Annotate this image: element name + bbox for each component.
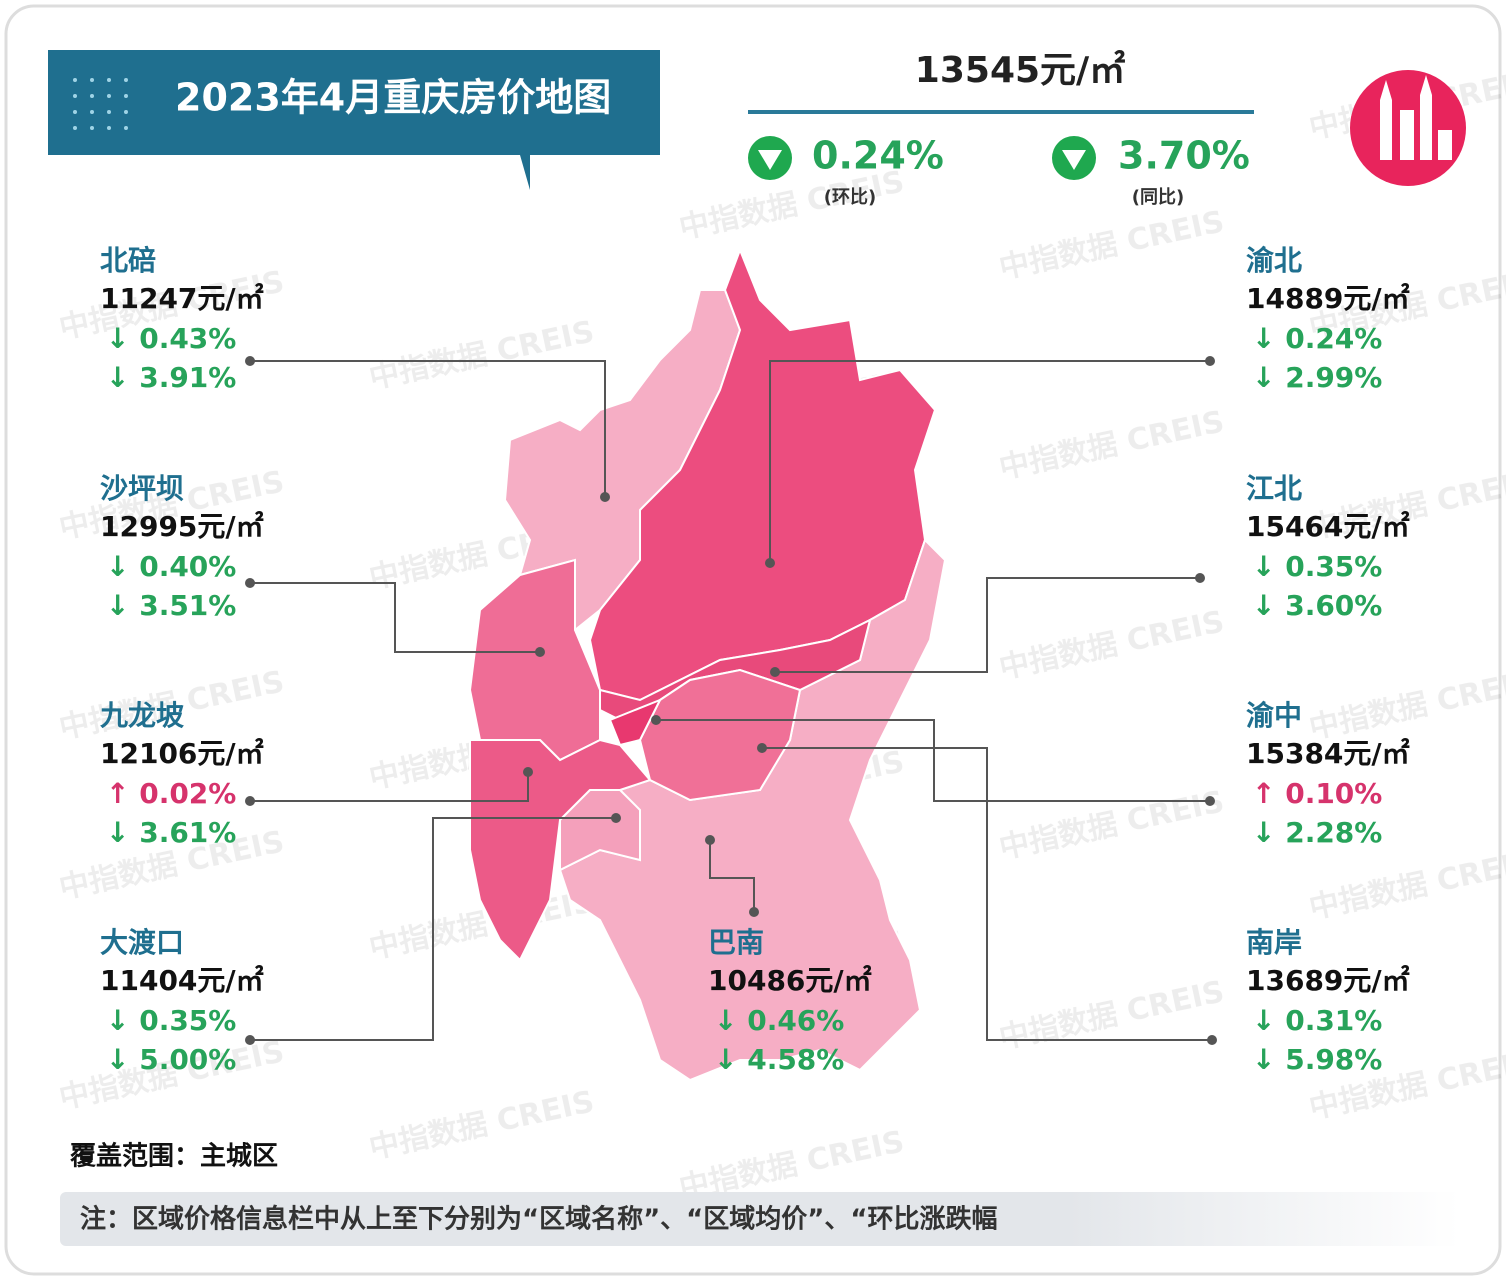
district-mom: ↓ 0.43%	[106, 322, 236, 355]
district-price: 10486元/㎡	[708, 964, 872, 997]
note: 注：区域价格信息栏中从上至下分别为“区域名称”、“区域均价”、“环比涨跌幅	[80, 1204, 997, 1235]
district-name: 南岸	[1246, 926, 1302, 959]
district-name: 九龙坡	[100, 699, 184, 732]
district-yoy: ↓ 2.28%	[1252, 816, 1382, 849]
district-yoy: ↓ 3.60%	[1252, 589, 1382, 622]
district-yoy: ↓ 3.51%	[106, 589, 236, 622]
district-mom: ↓ 0.46%	[714, 1004, 844, 1037]
region-yuzhong	[608, 698, 663, 747]
district-mom: ↓ 0.31%	[1252, 1004, 1382, 1037]
district-yoy: ↓ 3.91%	[106, 361, 236, 394]
down-arrow	[1062, 150, 1086, 170]
district-price: 11404元/㎡	[100, 964, 264, 997]
coverage: 覆盖范围：主城区	[69, 1141, 278, 1172]
map	[468, 247, 947, 1082]
district-name: 江北	[1246, 472, 1302, 505]
district-name: 巴南	[708, 926, 764, 959]
district-price: 15464元/㎡	[1246, 510, 1410, 543]
title-banner	[48, 50, 660, 190]
district-price: 15384元/㎡	[1246, 737, 1410, 770]
mom-value: 0.24%	[812, 134, 944, 178]
banner-dots	[73, 78, 128, 130]
note-box	[60, 1192, 1460, 1246]
district-yoy: ↓ 3.61%	[106, 816, 236, 849]
district-mom: ↓ 0.24%	[1252, 322, 1382, 355]
district-yoy: ↓ 5.98%	[1252, 1043, 1382, 1076]
district-name: 大渡口	[100, 926, 184, 959]
district-name: 北碚	[100, 244, 156, 277]
district-yoy: ↓ 4.58%	[714, 1043, 844, 1076]
mom-label: (环比)	[824, 187, 876, 208]
district-yoy: ↓ 5.00%	[106, 1043, 236, 1076]
district-yoy: ↓ 2.99%	[1252, 361, 1382, 394]
region-dadukou	[559, 789, 641, 872]
district-price: 14889元/㎡	[1246, 282, 1410, 315]
district-price: 13689元/㎡	[1246, 964, 1410, 997]
title: 2023年4月重庆房价地图	[175, 76, 611, 120]
city-icon-buildings	[1380, 75, 1452, 160]
district-price: 12995元/㎡	[100, 510, 264, 543]
district-name: 渝北	[1246, 244, 1302, 277]
district-mom: ↓ 0.40%	[106, 550, 236, 583]
district-name: 渝中	[1246, 699, 1302, 732]
district-mom: ↑ 0.02%	[106, 777, 236, 810]
region-nanan	[638, 668, 802, 802]
district-price: 12106元/㎡	[100, 737, 264, 770]
district-mom: ↓ 0.35%	[106, 1004, 236, 1037]
headline-price: 13545元/㎡	[915, 49, 1125, 91]
district-labels: 北碚 11247元/㎡ ↓ 0.43% ↓ 3.91% 沙坪坝 12995元/㎡ ↓ 0.4…	[100, 244, 1410, 1076]
district-mom: ↑ 0.10%	[1252, 777, 1382, 810]
district-name: 沙坪坝	[100, 472, 184, 505]
leaders	[245, 356, 1217, 1045]
yoy-value: 3.70%	[1118, 134, 1250, 178]
yoy-label: (同比)	[1132, 187, 1184, 208]
down-arrow	[758, 150, 782, 170]
district-mom: ↓ 0.35%	[1252, 550, 1382, 583]
district-price: 11247元/㎡	[100, 282, 264, 315]
